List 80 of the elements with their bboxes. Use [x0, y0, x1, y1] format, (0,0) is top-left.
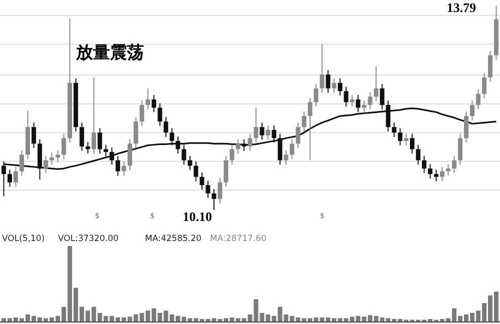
candlestick — [320, 44, 324, 94]
text: MA:28717.60 — [210, 234, 266, 244]
candlestick — [452, 155, 456, 174]
candlestick — [86, 142, 90, 154]
candlestick — [398, 128, 402, 146]
candlestick — [134, 116, 138, 149]
candlestick — [140, 100, 144, 126]
candlestick — [224, 155, 228, 188]
candlestick — [212, 188, 216, 210]
candlestick — [464, 111, 468, 144]
candlestick — [230, 144, 234, 166]
candlestick — [158, 102, 162, 126]
annotation: 放量震荡 — [75, 43, 144, 63]
candlestick — [254, 107, 258, 144]
candlestick — [296, 122, 300, 149]
candlestick — [176, 136, 180, 154]
candlestick — [374, 66, 378, 102]
candlestick — [482, 72, 486, 99]
candlestick — [338, 78, 342, 96]
candlestick — [32, 122, 36, 149]
candlestick — [302, 111, 306, 132]
candlestick — [368, 92, 372, 110]
candlestick — [278, 133, 282, 166]
candlestick — [266, 124, 270, 140]
candlestick — [8, 169, 12, 188]
candlestick — [284, 150, 288, 166]
candlestick — [404, 133, 408, 146]
candlestick — [218, 177, 222, 204]
candlestick — [242, 138, 246, 152]
annotation: 13.79 — [446, 0, 476, 15]
candlestick — [332, 78, 336, 94]
candlestick — [122, 160, 126, 176]
candlestick — [440, 166, 444, 182]
text: VOL(5,10) — [2, 234, 45, 244]
candlestick — [170, 128, 174, 146]
candlestick — [104, 144, 108, 157]
candlestick — [56, 150, 60, 162]
candlestick — [146, 88, 150, 110]
candlestick — [272, 124, 276, 144]
candlestick — [98, 128, 102, 154]
candlestick — [488, 50, 492, 82]
candlestick — [428, 164, 432, 179]
candlestick — [350, 94, 354, 108]
candlestick — [236, 138, 240, 154]
candlestick — [362, 100, 366, 113]
candlestick — [50, 152, 54, 166]
annotation: 10.10 — [182, 209, 212, 224]
text: MA:42585.20 — [145, 234, 202, 244]
candlestick — [476, 88, 480, 110]
candlestick — [188, 155, 192, 171]
candlestick — [92, 76, 96, 154]
candlestick — [422, 155, 426, 174]
candlestick — [392, 122, 396, 138]
candlestick — [206, 180, 210, 198]
text: VOL:37320.00 — [58, 234, 119, 244]
candlestick — [200, 172, 204, 190]
candlestick — [248, 133, 252, 152]
candlestick — [314, 83, 318, 108]
candlestick — [164, 116, 168, 138]
candlestick — [194, 160, 198, 182]
candlestick — [20, 150, 24, 176]
candlestick — [14, 166, 18, 188]
candlestick — [308, 97, 312, 161]
candlestick — [152, 94, 156, 113]
candlestick — [44, 155, 48, 174]
candlestick — [470, 100, 474, 121]
candlestick — [458, 133, 462, 166]
candlestick — [260, 122, 264, 140]
candlestick — [128, 138, 132, 171]
candlestick — [80, 122, 84, 152]
candlestick — [182, 144, 186, 166]
candlestick — [434, 169, 438, 182]
candlestick — [416, 144, 420, 166]
candlestick — [446, 164, 450, 176]
candlestick — [110, 147, 114, 166]
candlestick — [62, 133, 66, 160]
candlestick — [326, 70, 330, 94]
candlestick — [410, 133, 414, 154]
candlestick — [290, 138, 294, 160]
candlestick — [344, 86, 348, 108]
